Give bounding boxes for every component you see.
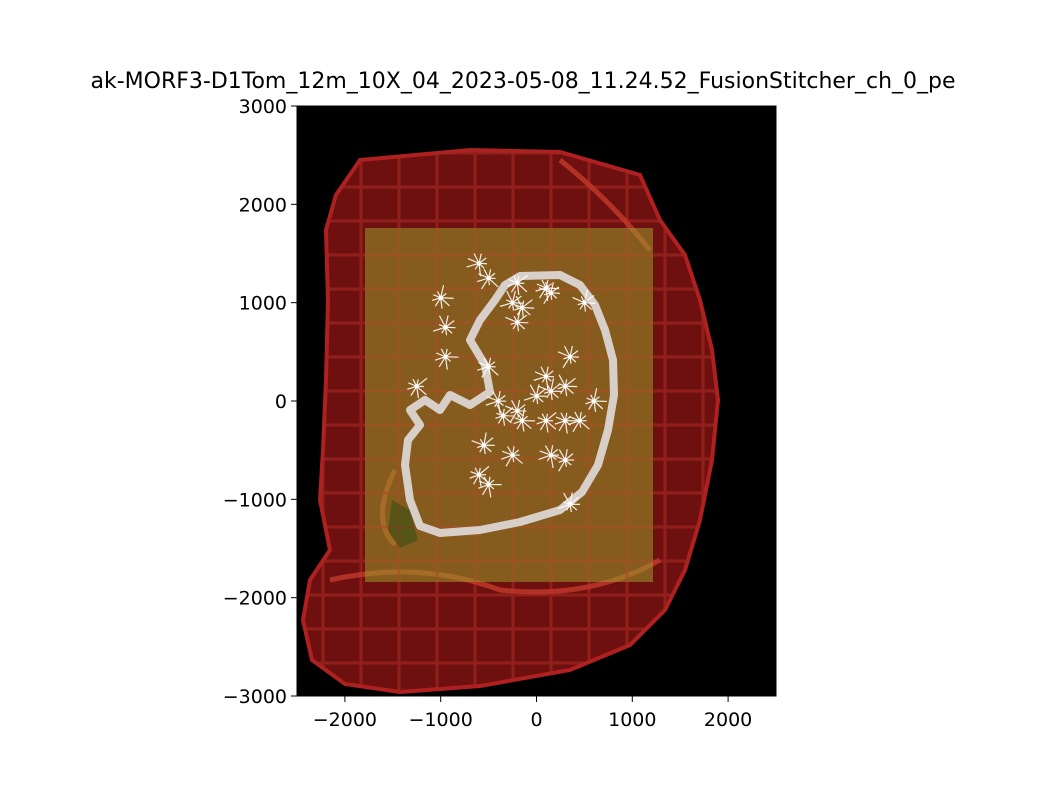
neuron-marker (499, 290, 523, 311)
neuron-marker (469, 465, 490, 487)
plot-area (297, 106, 776, 696)
neuron-marker (552, 449, 575, 472)
neuron-marker (523, 384, 547, 405)
neuron-reconstructions (407, 253, 607, 513)
neuron-marker (557, 492, 581, 513)
x-tick-label: 1000 (608, 709, 656, 731)
x-tick-label: −2000 (313, 709, 377, 731)
y-tick-label: 0 (275, 391, 287, 413)
neuron-marker (538, 281, 560, 305)
neuron-marker (476, 357, 499, 378)
neuron-marker (513, 407, 536, 432)
neuron-marker (432, 315, 456, 336)
y-tick-label: −3000 (223, 686, 287, 708)
neuron-marker (572, 289, 596, 312)
y-tick-label: −2000 (223, 588, 287, 610)
neuron-marker (533, 366, 555, 390)
neuron-marker (431, 284, 454, 309)
chart-title: ak-MORF3-D1Tom_12m_10X_04_2023-05-08_11.… (90, 69, 955, 94)
neuron-marker (476, 268, 499, 290)
y-tick-label: 2000 (239, 194, 287, 216)
neuron-marker (478, 476, 502, 498)
neuron-marker (471, 432, 495, 455)
x-tick-label: 2000 (704, 709, 752, 731)
neuron-marker (434, 348, 459, 370)
neuron-marker (501, 446, 523, 467)
y-tick-label: 1000 (239, 293, 287, 315)
neuron-marker (505, 399, 527, 423)
neuron-marker (568, 411, 590, 433)
neuron-marker (466, 253, 488, 277)
neuron-marker (557, 374, 578, 397)
neuron-marker (407, 377, 428, 399)
neuron-marker (585, 388, 607, 412)
neuron-marker (507, 274, 529, 295)
x-tick-label: −1000 (409, 709, 473, 731)
neuron-marker (536, 412, 557, 433)
neuron-marker (514, 295, 535, 318)
y-tick-label: 3000 (239, 96, 287, 118)
neuron-marker (557, 345, 580, 369)
neuron-marker (485, 391, 507, 414)
y-tick-label: −1000 (223, 489, 287, 511)
x-axis: −2000 −1000 0 1000 2000 (313, 696, 752, 731)
x-tick-label: 0 (530, 709, 542, 731)
neuron-marker (554, 412, 579, 434)
y-axis: −3000 −2000 −1000 0 1000 2000 3000 (223, 96, 297, 708)
neuron-marker (538, 445, 559, 468)
neuron-marker (538, 378, 562, 401)
